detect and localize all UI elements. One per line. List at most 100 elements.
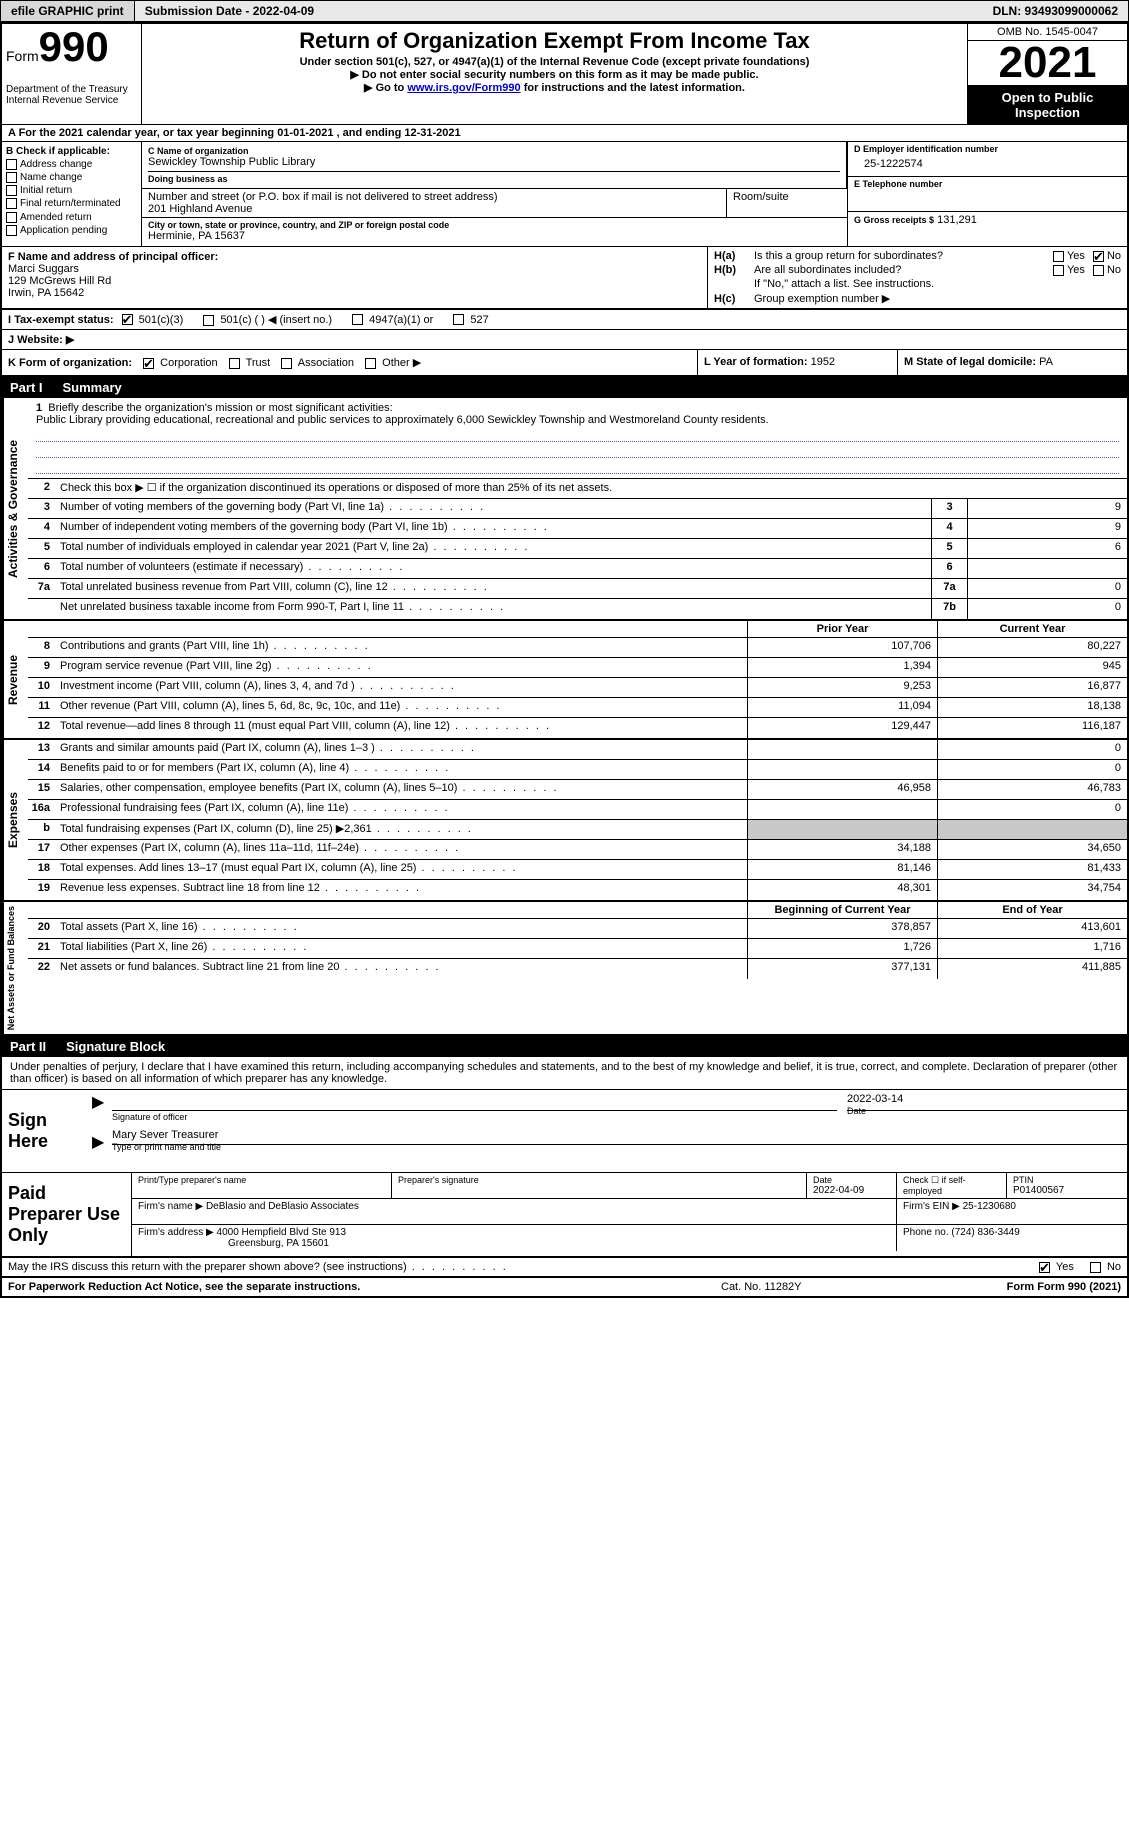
- line-12: 12Total revenue—add lines 8 through 11 (…: [28, 718, 1127, 738]
- k-corp-checkbox[interactable]: [143, 358, 154, 369]
- officer-city: Irwin, PA 15642: [8, 287, 701, 299]
- line-20: 20Total assets (Part X, line 16)378,8574…: [28, 919, 1127, 939]
- phone-label: E Telephone number: [854, 179, 1121, 189]
- chk-application-pending[interactable]: Application pending: [6, 225, 137, 236]
- ha-yes-checkbox[interactable]: [1053, 251, 1064, 262]
- line1-label: Briefly describe the organization's miss…: [48, 402, 392, 414]
- ptin-label: PTIN: [1013, 1175, 1121, 1185]
- ha-text: Is this a group return for subordinates?: [754, 250, 1053, 262]
- form-number: 990: [39, 23, 109, 70]
- self-employed-label: Check ☐ if self-employed: [903, 1175, 1000, 1196]
- hb-label: H(b): [714, 264, 754, 276]
- row-a-calendar-year: A For the 2021 calendar year, or tax yea…: [2, 125, 1127, 142]
- firm-ein-value: 25-1230680: [963, 1201, 1016, 1212]
- side-label-expenses: Expenses: [2, 740, 28, 900]
- chk-name-change[interactable]: Name change: [6, 172, 137, 183]
- i-501c3-checkbox[interactable]: [122, 314, 133, 325]
- h-block: H(a) Is this a group return for subordin…: [707, 247, 1127, 308]
- form-prefix: Form: [6, 48, 39, 64]
- tax-year: 2021: [968, 41, 1127, 86]
- ha-no-checkbox[interactable]: [1093, 251, 1104, 262]
- efile-print-button[interactable]: efile GRAPHIC print: [1, 1, 135, 21]
- j-row: J Website: ▶: [2, 330, 1127, 350]
- firm-name-value: DeBlasio and DeBlasio Associates: [206, 1201, 359, 1212]
- line-19: 19Revenue less expenses. Subtract line 1…: [28, 880, 1127, 900]
- chk-address-change[interactable]: Address change: [6, 159, 137, 170]
- line-17: 17Other expenses (Part IX, column (A), l…: [28, 840, 1127, 860]
- k-assoc-checkbox[interactable]: [281, 358, 292, 369]
- sign-here-label: Sign Here: [2, 1090, 92, 1172]
- form-header: Form990 Department of the Treasury Inter…: [2, 24, 1127, 125]
- note2-post: for instructions and the latest informat…: [521, 82, 745, 94]
- irs-label: Internal Revenue Service: [6, 95, 137, 106]
- line-14: 14Benefits paid to or for members (Part …: [28, 760, 1127, 780]
- section-bcd: B Check if applicable: Address change Na…: [2, 142, 1127, 247]
- chk-final-return[interactable]: Final return/terminated: [6, 198, 137, 209]
- hb-text: Are all subordinates included?: [754, 264, 1053, 276]
- gov-line-5: 5Total number of individuals employed in…: [28, 539, 1127, 559]
- dln-number: DLN: 93493099000062: [983, 1, 1128, 21]
- firm-ein-label: Firm's EIN ▶: [903, 1201, 960, 1212]
- net-header-row: Beginning of Current Year End of Year: [28, 902, 1127, 919]
- street-label: Number and street (or P.O. box if mail i…: [148, 191, 720, 203]
- submission-date: Submission Date - 2022-04-09: [135, 1, 983, 21]
- discuss-no-checkbox[interactable]: [1090, 1262, 1101, 1273]
- l-label: L Year of formation:: [704, 356, 808, 368]
- form-container: Form990 Department of the Treasury Inter…: [0, 22, 1129, 1298]
- firm-addr2: Greensburg, PA 15601: [228, 1238, 329, 1249]
- org-name-label: C Name of organization: [148, 146, 840, 156]
- firm-phone-label: Phone no.: [903, 1227, 949, 1238]
- k-trust-checkbox[interactable]: [229, 358, 240, 369]
- sig-arrow-icon: ▶: [92, 1090, 112, 1130]
- discuss-text: May the IRS discuss this return with the…: [8, 1261, 1019, 1273]
- i-row: I Tax-exempt status: 501(c)(3) 501(c) ( …: [2, 309, 1127, 330]
- irs-link[interactable]: www.irs.gov/Form990: [407, 82, 520, 94]
- firm-addr1: 4000 Hempfield Blvd Ste 913: [217, 1227, 347, 1238]
- part2-header: Part II Signature Block: [2, 1036, 1127, 1057]
- chk-initial-return[interactable]: Initial return: [6, 185, 137, 196]
- note2-pre: ▶ Go to: [364, 82, 407, 94]
- line-11: 11Other revenue (Part VIII, column (A), …: [28, 698, 1127, 718]
- city-value: Herminie, PA 15637: [148, 230, 841, 242]
- line-8: 8Contributions and grants (Part VIII, li…: [28, 638, 1127, 658]
- line-b: bTotal fundraising expenses (Part IX, co…: [28, 820, 1127, 840]
- i-4947-checkbox[interactable]: [352, 314, 363, 325]
- begin-year-header: Beginning of Current Year: [747, 902, 937, 918]
- side-label-net-assets: Net Assets or Fund Balances: [2, 902, 28, 1034]
- hc-text: Group exemption number ▶: [754, 292, 1121, 305]
- line1-text: Public Library providing educational, re…: [36, 414, 769, 426]
- column-b: B Check if applicable: Address change Na…: [2, 142, 142, 246]
- sig-arrow2-icon: ▶: [92, 1130, 112, 1160]
- expenses-section: Expenses 13Grants and similar amounts pa…: [2, 740, 1127, 902]
- f-block: F Name and address of principal officer:…: [2, 247, 707, 308]
- prep-date-value: 2022-04-09: [813, 1185, 890, 1196]
- line-10: 10Investment income (Part VIII, column (…: [28, 678, 1127, 698]
- open-public-badge: Open to Public Inspection: [968, 86, 1127, 124]
- k-other-checkbox[interactable]: [365, 358, 376, 369]
- sig-officer-label: Signature of officer: [112, 1112, 187, 1122]
- header-right: OMB No. 1545-0047 2021 Open to Public In…: [967, 24, 1127, 124]
- k-label: K Form of organization:: [8, 357, 132, 369]
- dba-label: Doing business as: [148, 174, 840, 184]
- line-21: 21Total liabilities (Part X, line 26)1,7…: [28, 939, 1127, 959]
- part2-title: Signature Block: [66, 1039, 165, 1054]
- hb-no-checkbox[interactable]: [1093, 265, 1104, 276]
- i-527-checkbox[interactable]: [453, 314, 464, 325]
- officer-name: Marci Suggars: [8, 263, 701, 275]
- revenue-header-row: Prior Year Current Year: [28, 621, 1127, 638]
- room-label: Room/suite: [733, 191, 841, 203]
- name-title-value: Mary Sever Treasurer: [112, 1129, 1127, 1141]
- gross-receipts-label: G Gross receipts $: [854, 215, 934, 225]
- k-row: K Form of organization: Corporation Trus…: [2, 350, 1127, 377]
- gov-line-3: 3Number of voting members of the governi…: [28, 499, 1127, 519]
- gov-line-4: 4Number of independent voting members of…: [28, 519, 1127, 539]
- hb-note: If "No," attach a list. See instructions…: [754, 278, 934, 290]
- ein-label: D Employer identification number: [854, 144, 1121, 154]
- hb-yes-checkbox[interactable]: [1053, 265, 1064, 276]
- part1-header: Part I Summary: [2, 377, 1127, 398]
- discuss-yes-checkbox[interactable]: [1039, 1262, 1050, 1273]
- i-501c-checkbox[interactable]: [203, 315, 214, 326]
- f-label: F Name and address of principal officer:: [8, 251, 701, 263]
- chk-amended-return[interactable]: Amended return: [6, 212, 137, 223]
- firm-name-label: Firm's name ▶: [138, 1201, 203, 1212]
